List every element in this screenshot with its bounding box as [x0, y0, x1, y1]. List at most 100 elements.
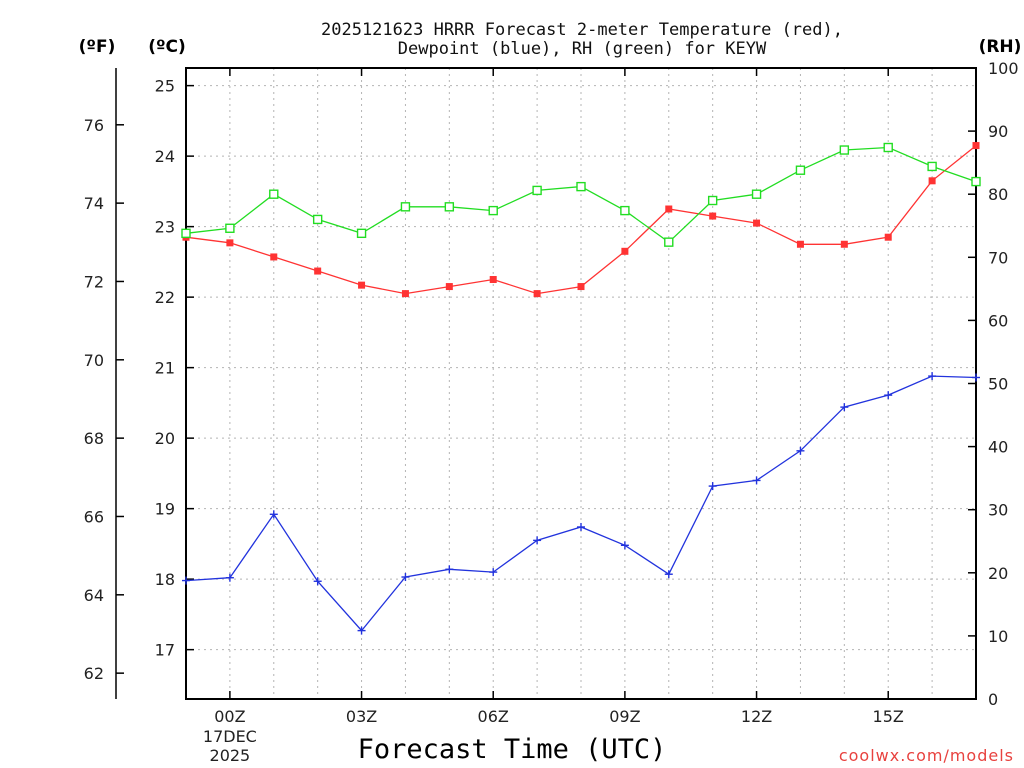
celsius-tick-label: 25	[155, 77, 175, 96]
rh-point	[488, 205, 498, 216]
rh-point	[576, 181, 586, 192]
rh-tick-label: 20	[988, 564, 1008, 583]
rh-tick-label: 80	[988, 185, 1008, 204]
x-tick-label: 00Z	[214, 707, 245, 726]
rh-tick-label: 50	[988, 375, 1008, 394]
chart-title-line2: Dewpoint (blue), RH (green) for KEYW	[398, 39, 767, 59]
rh-point	[356, 228, 367, 239]
x-tick-label: 06Z	[478, 707, 509, 726]
rh-point	[927, 161, 937, 172]
celsius-tick-label: 19	[155, 500, 175, 519]
dewpoint-point	[489, 568, 498, 577]
rh-point	[707, 195, 718, 206]
dewpoint-point	[972, 373, 980, 382]
data-series	[181, 142, 981, 635]
x-tick-label: 15Z	[873, 707, 904, 726]
celsius-unit-label: (ºC)	[148, 37, 186, 57]
x-tick-label: 03Z	[346, 707, 377, 726]
rh-point	[181, 228, 191, 239]
rh-tick-label: 40	[988, 438, 1008, 457]
dewpoint-point	[182, 576, 190, 585]
rh-point	[400, 202, 411, 212]
rh-tick-label: 60	[988, 311, 1008, 330]
rh-point	[312, 214, 323, 225]
temperature-point	[314, 267, 322, 275]
x-axis-label: Forecast Time (UTC)	[358, 734, 667, 765]
dewpoint-point	[708, 482, 717, 491]
temperature-point	[489, 276, 497, 284]
fahrenheit-tick-label: 66	[84, 507, 104, 526]
celsius-tick-label: 21	[155, 359, 175, 378]
dewpoint-point	[884, 391, 893, 400]
temperature-point	[577, 283, 585, 291]
temperature-point	[401, 290, 409, 298]
dewpoint-point	[796, 446, 805, 455]
celsius-tick-label: 22	[155, 288, 175, 307]
dewpoint-point	[620, 541, 629, 550]
temperature-point	[226, 239, 234, 247]
fahrenheit-tick-label: 72	[84, 272, 104, 291]
dewpoint-point	[269, 510, 278, 519]
dewpoint-point	[752, 476, 761, 485]
rh-point	[620, 205, 630, 216]
rh-point	[883, 142, 893, 153]
rh-point	[225, 223, 235, 233]
rh-unit-label: (RH)	[979, 37, 1022, 57]
rh-point	[795, 165, 806, 175]
plot-frame	[185, 67, 977, 700]
dewpoint-point	[445, 565, 454, 574]
celsius-tick-label: 18	[155, 570, 175, 589]
credit-label: coolwx.com/models	[839, 746, 1014, 765]
dewpoint-line	[185, 375, 977, 632]
rh-tick-label: 70	[988, 248, 1008, 267]
celsius-tick-label: 17	[155, 641, 175, 660]
x-tick-label: 12Z	[741, 707, 772, 726]
rh-tick-label: 90	[988, 122, 1008, 141]
fahrenheit-tick-label: 76	[84, 116, 104, 135]
temperature-point	[796, 240, 804, 248]
temperature-point	[621, 247, 629, 255]
celsius-tick-label: 23	[155, 218, 175, 237]
dewpoint-point	[577, 522, 585, 531]
fahrenheit-tick-label: 74	[84, 194, 104, 213]
dewpoint-point	[664, 570, 673, 579]
rh-point	[971, 176, 981, 187]
x-tick-year-label: 2025	[210, 746, 251, 765]
temperature-point	[753, 219, 761, 227]
x-tick-date-label: 17DEC	[203, 727, 257, 746]
grid-lines	[186, 68, 976, 699]
rh-tick-label: 100	[988, 59, 1019, 78]
rh-point	[269, 189, 279, 199]
temperature-point	[928, 177, 936, 185]
fahrenheit-tick-label: 62	[84, 664, 104, 683]
temperature-point	[709, 212, 717, 220]
rh-point	[532, 185, 542, 196]
rh-point	[664, 237, 674, 247]
dewpoint-point	[401, 573, 410, 582]
temperature-point	[358, 281, 366, 289]
rh-tick-label: 10	[988, 627, 1008, 646]
rh-point	[751, 189, 762, 199]
rh-tick-label: 30	[988, 501, 1008, 520]
fahrenheit-tick-label: 70	[84, 351, 104, 370]
temperature-point	[972, 142, 980, 150]
dewpoint-point	[840, 403, 849, 412]
celsius-tick-label: 24	[155, 147, 175, 166]
fahrenheit-unit-label: (ºF)	[79, 37, 116, 57]
dewpoint-point	[225, 573, 234, 582]
dewpoint-point	[533, 536, 542, 545]
fahrenheit-tick-label: 64	[84, 586, 104, 605]
dewpoint-point	[928, 372, 937, 381]
rh-tick-label: 0	[988, 690, 998, 709]
temperature-point	[840, 240, 848, 248]
chart-title-line1: 2025121623 HRRR Forecast 2-meter Tempera…	[321, 20, 843, 40]
celsius-tick-label: 20	[155, 429, 175, 448]
rh-point	[444, 202, 455, 212]
temperature-point	[270, 253, 278, 261]
temperature-point	[533, 290, 541, 298]
temperature-point	[884, 233, 892, 241]
temperature-point	[665, 205, 673, 213]
temperature-point	[445, 283, 453, 291]
